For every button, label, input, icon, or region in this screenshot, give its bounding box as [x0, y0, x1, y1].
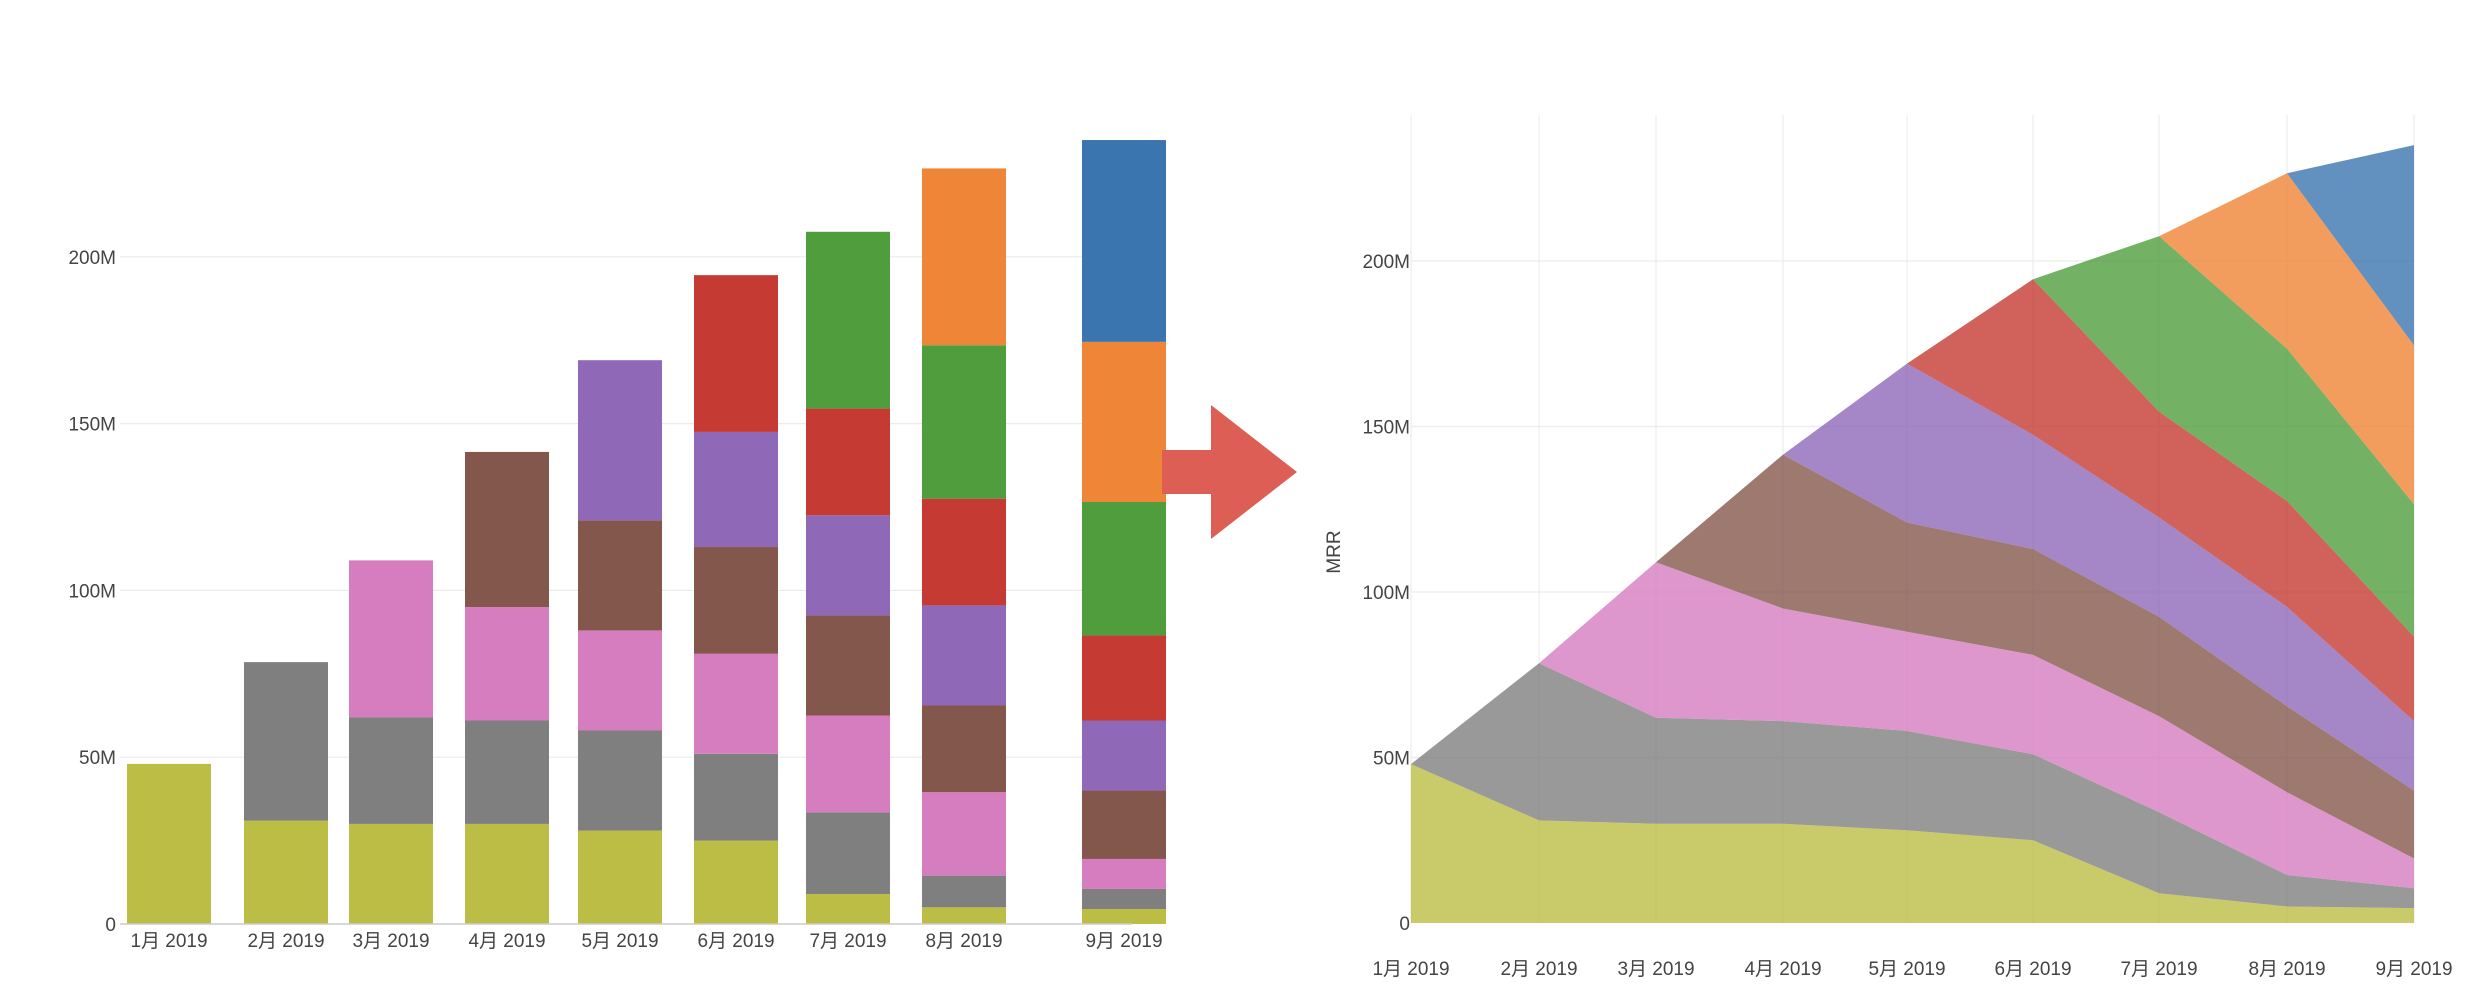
bar-segment: [806, 615, 890, 716]
bar-chart-bars: [127, 140, 1166, 924]
area-chart-y-tick-label: 150M: [1362, 418, 1410, 439]
area-chart-y-tick-label: 50M: [1373, 749, 1410, 770]
area-band: [1411, 363, 2414, 791]
area-band: [1411, 145, 2414, 765]
bar-segment: [465, 720, 549, 824]
bar-segment: [694, 431, 778, 548]
area-chart-x-tick-label: 3月 2019: [1617, 959, 1694, 980]
bar-segment: [578, 830, 662, 924]
bar-chart-y-tick-label: 150M: [68, 415, 116, 436]
area-chart-y-tick-label: 0: [1399, 914, 1410, 935]
area-band: [1411, 764, 2414, 923]
bar-segment: [1082, 140, 1166, 342]
area-chart-y-tick-label: 200M: [1362, 252, 1410, 273]
bar-segment: [349, 717, 433, 824]
bar-segment: [465, 607, 549, 721]
bar-chart-y-tick-label: 0: [105, 915, 116, 936]
bar-segment: [127, 763, 211, 924]
bar-segment: [922, 605, 1006, 706]
area-chart-y-tick-label: 100M: [1362, 583, 1410, 604]
bar-chart-x-tick-label: 3月 2019: [352, 931, 429, 952]
area-chart-x-tick-label: 8月 2019: [2248, 959, 2325, 980]
area-chart-y-axis-label: MRR: [1324, 530, 1345, 573]
bar-segment: [349, 560, 433, 718]
area-chart-x-tick-label: 9月 2019: [2375, 959, 2452, 980]
bar-segment: [1082, 341, 1166, 502]
bar-segment: [1082, 720, 1166, 791]
bar-segment: [806, 893, 890, 924]
bar-segment: [1082, 501, 1166, 636]
bar-segment: [244, 662, 328, 821]
area-chart-areas: [1411, 145, 2414, 923]
area-chart-x-tick-label: 5月 2019: [1868, 959, 1945, 980]
arrow-shape: [1162, 405, 1297, 539]
area-chart-x-tick-label: 7月 2019: [2120, 959, 2197, 980]
bar-segment: [694, 753, 778, 841]
area-chart-x-tick-label: 2月 2019: [1500, 959, 1577, 980]
bar-segment: [1082, 635, 1166, 721]
bar-segment: [806, 812, 890, 894]
bar-chart-x-tick-label: 6月 2019: [697, 931, 774, 952]
bar-segment: [349, 823, 433, 924]
bar-chart-x-tick-label: 4月 2019: [468, 931, 545, 952]
bar-chart-x-tick-label: 5月 2019: [581, 931, 658, 952]
bar-segment: [694, 275, 778, 432]
area-chart-x-tick-label: 1月 2019: [1372, 959, 1449, 980]
bar-segment: [694, 547, 778, 654]
bar-segment: [578, 730, 662, 831]
area-band: [1411, 454, 2414, 859]
bar-segment: [922, 498, 1006, 606]
area-chart-x-tick-label: 6月 2019: [1994, 959, 2071, 980]
bar-chart-y-tick-label: 200M: [68, 248, 116, 269]
bar-segment: [922, 907, 1006, 924]
bar-chart-x-tick-label: 1月 2019: [130, 931, 207, 952]
bar-segment: [578, 520, 662, 631]
bar-segment: [806, 715, 890, 813]
area-chart-x-tick-label: 4月 2019: [1744, 959, 1821, 980]
stacked-bar-chart: 0 50M 100M 150M 200M 1月 2019 2月 2019 3月 2019 4月 …: [68, 140, 1166, 952]
area-band: [1411, 173, 2414, 765]
bar-segment: [694, 840, 778, 924]
area-band: [1411, 279, 2414, 765]
bar-segment: [1082, 858, 1166, 889]
bar-segment: [806, 408, 890, 516]
area-band: [1411, 236, 2414, 765]
bar-segment: [244, 820, 328, 924]
bar-segment: [922, 345, 1006, 499]
bar-chart-y-tick-label: 50M: [79, 748, 116, 769]
bar-segment: [1082, 908, 1166, 924]
area-chart-axes: 0 50M 100M 150M 200M 1月 2019 2月 2019 3月 2019 4月 …: [1362, 252, 2452, 980]
bar-segment: [806, 515, 890, 616]
bar-chart-x-tick-label: 2月 2019: [247, 931, 324, 952]
stacked-area-chart: 0 50M 100M 150M 200M 1月 2019 2月 2019 3月 2019 4月 …: [1324, 115, 2453, 980]
bar-chart-axes: 0 50M 100M 150M 200M 1月 2019 2月 2019 3月 2019 4月 …: [68, 248, 1162, 952]
bar-segment: [578, 360, 662, 521]
bar-segment: [465, 823, 549, 924]
bar-segment: [578, 630, 662, 731]
bar-segment: [465, 451, 549, 608]
bar-chart-y-tick-label: 100M: [68, 581, 116, 602]
bar-segment: [922, 168, 1006, 346]
bar-chart-x-tick-label: 9月 2019: [1085, 931, 1162, 952]
bar-chart-x-tick-label: 8月 2019: [925, 931, 1002, 952]
right-arrow-icon: [1162, 405, 1297, 539]
bar-segment: [1082, 790, 1166, 859]
bar-segment: [922, 875, 1006, 908]
bar-segment: [922, 792, 1006, 876]
area-band: [1411, 663, 2414, 909]
bar-segment: [694, 653, 778, 754]
bar-segment: [1082, 888, 1166, 909]
bar-segment: [922, 705, 1006, 793]
bar-segment: [806, 231, 890, 409]
area-band: [1411, 562, 2414, 889]
bar-chart-x-tick-label: 7月 2019: [809, 931, 886, 952]
